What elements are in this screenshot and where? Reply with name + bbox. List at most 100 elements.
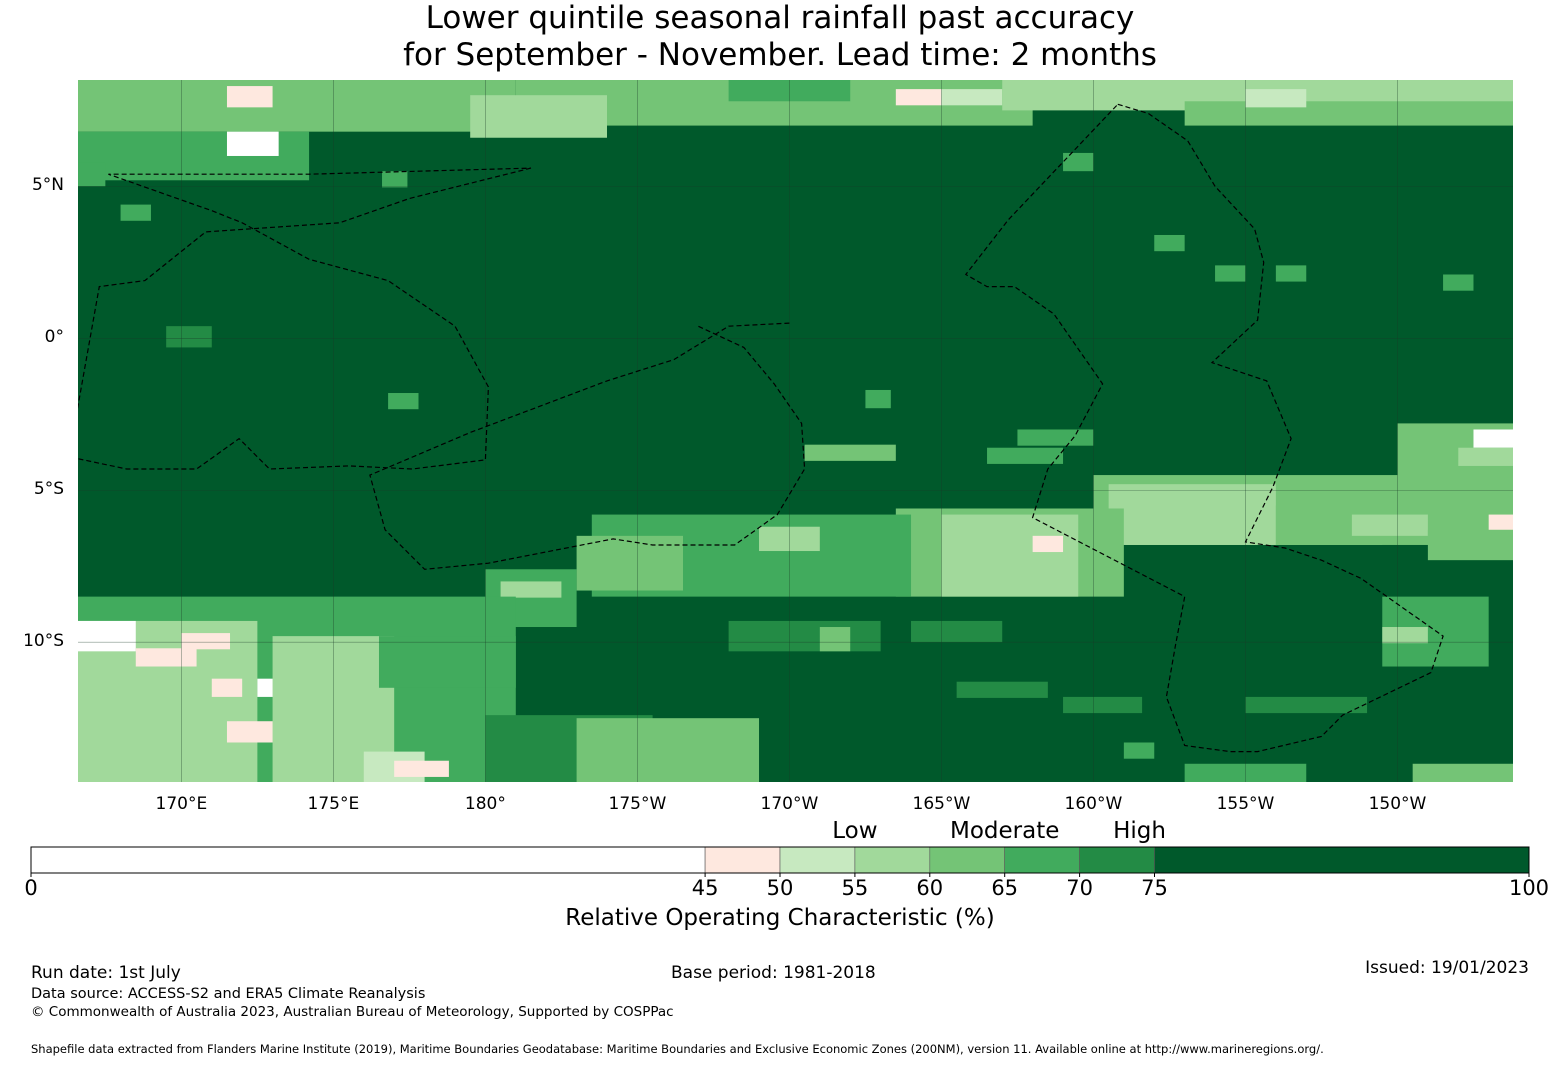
accuracy-cell [388,393,419,410]
lon-label: 170°W [760,794,819,814]
lat-label: 0° [44,327,64,348]
accuracy-cell [226,131,279,156]
accuracy-cell [1245,696,1368,714]
colorbar-segment [1079,846,1155,874]
accuracy-cell [1184,101,1513,126]
colorbar-label: Relative Operating Characteristic (%) [565,905,995,931]
accuracy-cell [78,162,106,187]
title-line-2: for September - November. Lead time: 2 m… [403,37,1157,73]
category-label-high: High [1113,818,1166,844]
accuracy-cell [135,648,197,667]
lon-label: 175°W [608,794,667,814]
lat-label: 10°S [23,631,64,652]
accuracy-cell [394,760,449,777]
accuracy-cell [911,620,1003,643]
accuracy-cell [1488,514,1513,531]
data-source: Data source: ACCESS-S2 and ERA5 Climate … [31,986,426,1002]
accuracy-cell [941,514,1079,597]
accuracy-cell [1473,429,1513,448]
category-label-low: Low [832,818,878,844]
colorbar-tick-label: 60 [916,876,944,900]
colorbar-segment [30,846,706,874]
accuracy-cell [576,535,684,591]
accuracy-cell [166,326,212,348]
accuracy-cell [1063,696,1143,714]
accuracy-cell [1275,265,1307,282]
accuracy-cell [1382,627,1428,644]
base-period: Base period: 1981-2018 [671,963,876,983]
colorbar-segment [779,846,856,874]
colorbar-segment [704,846,781,874]
accuracy-cell [1063,152,1094,172]
accuracy-cell [382,171,408,188]
lon-label: 165°W [912,794,971,814]
accuracy-cell [1427,529,1513,561]
eez-boundary-gilberts [78,167,532,470]
accuracy-cell [865,389,891,409]
colorbar-tick-label: 50 [766,876,794,900]
accuracy-cell [470,95,608,138]
colorbar-tick-label: 75 [1141,876,1168,900]
accuracy-cell [378,636,516,688]
accuracy-cell [1154,234,1185,252]
accuracy-cell [1412,763,1513,782]
lon-label: 180° [464,794,506,814]
lon-label: 175°E [307,794,360,814]
lon-label: 155°W [1216,794,1275,814]
accuracy-cell [211,678,243,697]
accuracy-cell [1032,535,1064,553]
accuracy-cell [226,86,273,108]
accuracy-cell [819,627,851,652]
accuracy-cell [1351,514,1428,536]
accuracy-cell [181,633,231,650]
accuracy-cell [1458,447,1513,466]
accuracy-cell [120,204,151,221]
accuracy-cell [1017,429,1094,446]
accuracy-cell [1108,484,1276,545]
accuracy-cell [804,444,896,461]
accuracy-cell [78,80,516,132]
colorbar-segment [854,846,931,874]
lon-label: 170°E [155,794,208,814]
colorbar [30,846,1530,877]
colorbar-segment [1004,846,1080,874]
accuracy-cell [941,89,1003,106]
colorbar-tick-label: 55 [841,876,869,900]
map-title: Lower quintile seasonal rainfall past ac… [0,0,1560,74]
eez-boundaries [78,103,1444,753]
accuracy-cell [728,620,881,652]
colorbar-tick-label: 45 [691,876,719,900]
lat-label: 5°N [31,175,64,196]
accuracy-cell [78,620,136,652]
colorbar-segment [1154,846,1530,874]
lon-label: 150°W [1368,794,1427,814]
eez-boundary-lines [964,103,1444,753]
accuracy-cell [956,681,1048,698]
copyright: © Commonwealth of Australia 2023, Austra… [31,1004,674,1020]
accuracy-cell [500,581,562,598]
accuracy-cell [576,718,760,782]
accuracy-cell [1443,274,1474,291]
title-line-1: Lower quintile seasonal rainfall past ac… [425,0,1135,36]
colorbar-tick-label: 100 [1508,876,1550,900]
accuracy-cell [226,721,282,743]
accuracy-cell [1215,265,1246,282]
run-date: Run date: 1st July [31,963,181,983]
category-label-moderate: Moderate [949,818,1060,844]
map-gridlines [78,80,1513,782]
accuracy-cells [78,80,1513,782]
issued-date: Issued: 19/01/2023 [1365,958,1529,978]
eez-boundary-phoenix [369,322,806,570]
map-area [78,80,1513,782]
colorbar-tick-label: 65 [991,876,1019,900]
lat-label: 5°S [33,479,64,500]
lon-label: 160°W [1064,794,1123,814]
colorbar-tick-label: 0 [24,876,38,900]
colorbar-tick-label: 70 [1066,876,1093,900]
shapefile-credit: Shapefile data extracted from Flanders M… [31,1042,1324,1056]
accuracy-cell [895,89,942,106]
colorbar-segment [929,846,1005,874]
accuracy-cell [987,447,1064,464]
accuracy-cell [1245,89,1307,108]
